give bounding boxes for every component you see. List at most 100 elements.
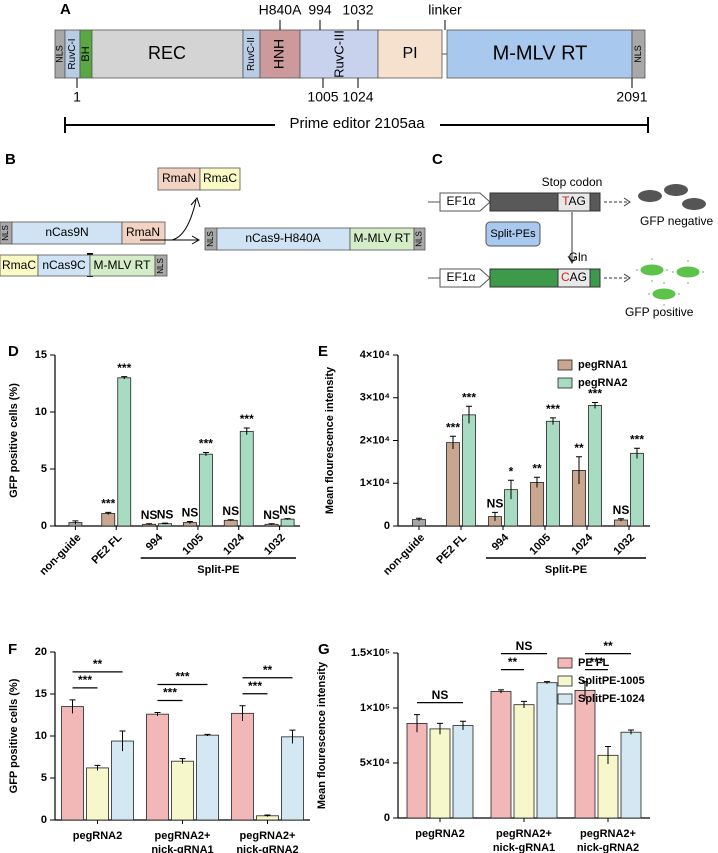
significance: **	[263, 663, 273, 677]
y-tick-label: 0	[41, 814, 47, 826]
significance: **	[508, 655, 518, 669]
stop-label: Stop codon	[542, 175, 603, 189]
x-tick-label: 1032	[611, 532, 637, 558]
bar	[588, 405, 602, 527]
x-tick-label: pegRNA2+	[240, 830, 296, 842]
y-tick-label: 1×10⁴	[360, 477, 390, 489]
bar	[574, 690, 596, 819]
significance: ***	[199, 437, 213, 451]
domain-label: RuvC-I	[67, 38, 78, 69]
significance: ***	[588, 387, 602, 401]
error-bar	[72, 520, 79, 525]
error-bar	[268, 523, 275, 525]
x-tick-label: pegRNA2	[415, 828, 465, 840]
box-label: RmaC	[2, 258, 36, 272]
significance: **	[603, 639, 613, 653]
enzyme-box	[485, 221, 541, 247]
arrows	[567, 197, 631, 265]
error-bar	[204, 733, 211, 736]
bar	[620, 731, 642, 819]
domain-label: NLS	[633, 45, 643, 63]
box-label: NLS	[206, 231, 215, 247]
bar	[536, 682, 558, 819]
x-tick-label: pegRNA2+	[580, 828, 636, 840]
cells	[638, 184, 706, 210]
domain-label: RuvC-II	[246, 37, 257, 71]
panel-label: B	[5, 151, 16, 168]
legend-label: PE FL	[578, 657, 609, 669]
significance: ***	[163, 686, 177, 700]
bar	[280, 518, 295, 527]
y-tick-label: 0	[384, 520, 390, 532]
domain	[259, 29, 301, 79]
bar	[630, 452, 644, 527]
codon-box	[557, 192, 591, 212]
x-tick-label: pegRNA2+	[496, 828, 552, 840]
site-label: linker	[428, 2, 462, 18]
codon-box	[557, 268, 591, 288]
significance: NS	[182, 506, 199, 520]
x-tick-label: nick-gRNA2	[577, 842, 639, 853]
error-bar	[592, 401, 598, 409]
y-tick-label: 15	[35, 688, 47, 700]
bar	[446, 442, 460, 527]
significance: ***	[446, 420, 460, 434]
box-label: NLS	[156, 258, 165, 274]
promoter-label: EF1α	[447, 270, 476, 284]
span-bg	[275, 115, 440, 135]
significance: NS	[487, 496, 504, 510]
codon: TAG	[562, 194, 586, 208]
error-bar	[550, 417, 556, 425]
promoter	[439, 268, 491, 288]
error-bar	[146, 523, 153, 525]
legend-label: SplitPE-1024	[578, 693, 646, 705]
domain-label: M-MLV RT	[493, 42, 588, 64]
error-bar	[450, 435, 456, 450]
significance: **	[93, 657, 103, 671]
bar	[171, 760, 194, 821]
significance: ***	[101, 496, 115, 510]
error-bar	[414, 714, 420, 733]
legend-swatch	[557, 359, 573, 371]
error-bar	[69, 699, 76, 714]
significance: ***	[462, 390, 476, 404]
enzyme-label: Split-PEs	[490, 228, 536, 240]
error-bar	[416, 517, 422, 521]
significance: ***	[78, 673, 92, 687]
error-bar	[498, 689, 504, 694]
x-tick-label: non-guide	[38, 532, 84, 578]
site-ticks	[76, 20, 633, 88]
domain-label: RuvC-III	[331, 30, 346, 78]
error-bar	[437, 722, 443, 735]
site-label: 994	[308, 2, 332, 18]
x-tick-label: pegRNA2+	[155, 830, 211, 842]
error-bar	[239, 705, 246, 721]
error-bar	[605, 746, 611, 765]
bar	[462, 414, 476, 527]
error-bar	[154, 711, 161, 716]
legend-swatch	[557, 675, 573, 687]
significance: NS	[516, 639, 533, 653]
bar	[490, 691, 512, 819]
error-bar	[105, 511, 112, 515]
error-bar	[243, 427, 250, 435]
box-label: RmaN	[126, 225, 160, 239]
box-label: NLS	[1, 225, 10, 241]
bar	[406, 723, 428, 819]
outcome-label: GFP positive	[625, 305, 694, 319]
y-axis-label: Mean flourescence intensity	[316, 661, 328, 809]
legend-label: pegRNA1	[578, 359, 628, 371]
y-tick-label: 0	[384, 812, 390, 824]
error-bar	[634, 447, 640, 459]
domain	[446, 29, 633, 79]
y-axis-label: GFP positive cells (%)	[8, 383, 20, 498]
codon: CAG	[561, 270, 587, 284]
significance: ***	[240, 412, 254, 426]
y-tick-label: 1.5×10⁵	[351, 647, 390, 659]
error-bar	[534, 476, 540, 488]
bar	[231, 712, 254, 821]
legend-label: pegRNA2	[578, 377, 628, 389]
domain-label: PI	[402, 45, 417, 62]
box-label: NLS	[415, 231, 424, 247]
x-tick-label: PE2 FL	[434, 532, 469, 567]
